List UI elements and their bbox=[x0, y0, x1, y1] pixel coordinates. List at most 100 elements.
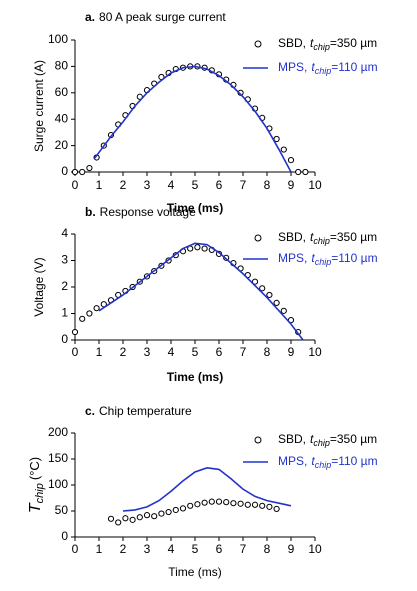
chart-title: c. Chip temperature bbox=[85, 404, 192, 418]
data-point bbox=[194, 501, 201, 508]
y-axis-label: Surge current (A) bbox=[32, 60, 46, 152]
y-label-symbol: T bbox=[27, 502, 44, 513]
panel-label: c. bbox=[85, 404, 95, 418]
x-tick-label: 7 bbox=[240, 178, 247, 192]
data-point bbox=[136, 514, 143, 521]
legend-symbol: t bbox=[311, 454, 315, 468]
data-point bbox=[86, 164, 93, 172]
data-point bbox=[129, 516, 136, 523]
data-point bbox=[187, 502, 194, 509]
y-label-sub: chip bbox=[34, 483, 46, 503]
x-tick-label: 8 bbox=[264, 345, 271, 359]
chart-title: b. Response voltage bbox=[85, 205, 196, 219]
data-point bbox=[93, 305, 100, 312]
legend-marker bbox=[254, 40, 262, 48]
x-tick-label: 3 bbox=[144, 345, 151, 359]
data-point bbox=[273, 299, 280, 306]
panel-label: a. bbox=[85, 10, 95, 24]
legend-label: SBD, tchip=350 µm bbox=[278, 230, 377, 246]
data-point bbox=[194, 244, 201, 251]
data-point bbox=[201, 245, 208, 252]
y-tick-label: 60 bbox=[55, 85, 69, 99]
x-axis-label: Time (ms) bbox=[167, 370, 223, 384]
legend-name: MPS, bbox=[278, 454, 307, 468]
legend-value: =110 µm bbox=[331, 251, 377, 265]
panel-label: b. bbox=[85, 205, 96, 219]
legend-sub: chip bbox=[313, 42, 330, 52]
data-point bbox=[259, 285, 266, 292]
legend-label: MPS, tchip=110 µm bbox=[278, 454, 378, 470]
legend-name: MPS, bbox=[278, 60, 307, 74]
x-tick-label: 6 bbox=[216, 345, 223, 359]
legend-value: =110 µm bbox=[331, 454, 377, 468]
data-point bbox=[251, 278, 259, 285]
title-text: 80 A peak surge current bbox=[99, 10, 226, 24]
legend-label: SBD, tchip=350 µm bbox=[278, 432, 377, 448]
data-point bbox=[287, 157, 295, 164]
y-tick-label: 80 bbox=[55, 59, 69, 73]
x-tick-label: 8 bbox=[264, 542, 271, 556]
x-tick-label: 0 bbox=[72, 345, 79, 359]
x-tick-label: 1 bbox=[96, 542, 103, 556]
x-tick-label: 8 bbox=[264, 178, 271, 192]
x-tick-label: 10 bbox=[308, 178, 322, 192]
data-point bbox=[143, 512, 151, 519]
data-point bbox=[302, 168, 309, 176]
x-axis-label: Time (ms) bbox=[167, 201, 223, 215]
y-tick-label: 20 bbox=[55, 138, 69, 152]
data-point bbox=[71, 168, 79, 176]
data-point bbox=[172, 506, 179, 514]
y-tick-label: 40 bbox=[55, 111, 69, 125]
y-tick-label: 2 bbox=[61, 279, 68, 293]
legend-sub: chip bbox=[315, 257, 332, 267]
data-point bbox=[295, 168, 302, 176]
legend-sub: chip bbox=[313, 438, 330, 448]
y-tick-label: 200 bbox=[48, 425, 68, 439]
legend-label: MPS, tchip=110 µm bbox=[278, 251, 378, 267]
data-point bbox=[280, 307, 287, 314]
legend-label: MPS, tchip=110 µm bbox=[278, 60, 378, 76]
series-line bbox=[93, 65, 292, 173]
data-point bbox=[201, 499, 208, 506]
legend-symbol: t bbox=[311, 251, 315, 265]
legend-value: =350 µm bbox=[330, 432, 377, 446]
y-label-text: Surge current (A) bbox=[32, 60, 46, 152]
legend-name: SBD, bbox=[278, 230, 306, 244]
x-tick-label: 10 bbox=[308, 542, 322, 556]
data-point bbox=[273, 135, 280, 143]
data-point bbox=[266, 291, 273, 299]
legend-symbol: t bbox=[310, 36, 314, 50]
x-tick-label: 2 bbox=[120, 345, 127, 359]
x-tick-label: 9 bbox=[288, 345, 295, 359]
legend-value: =350 µm bbox=[330, 230, 377, 244]
x-tick-label: 6 bbox=[216, 178, 223, 192]
legend-name: MPS, bbox=[278, 251, 307, 265]
data-point bbox=[86, 310, 93, 317]
legend-name: SBD, bbox=[278, 36, 306, 50]
data-point bbox=[208, 498, 215, 505]
legend-sub: chip bbox=[315, 66, 332, 76]
y-axis-label: Tchip (°C) bbox=[27, 457, 46, 513]
data-point bbox=[244, 501, 251, 508]
legend-sub: chip bbox=[315, 460, 332, 470]
y-label-unit: (°C) bbox=[27, 457, 42, 480]
legend-marker bbox=[254, 234, 262, 242]
x-tick-label: 5 bbox=[192, 178, 199, 192]
legend-label: SBD, tchip=350 µm bbox=[278, 36, 377, 52]
x-tick-label: 1 bbox=[96, 345, 103, 359]
y-tick-label: 50 bbox=[55, 503, 69, 517]
legend-sub: chip bbox=[313, 236, 330, 246]
y-tick-label: 0 bbox=[61, 164, 68, 178]
x-tick-label: 3 bbox=[144, 542, 151, 556]
legend-name: SBD, bbox=[278, 432, 306, 446]
legend-value: =350 µm bbox=[330, 36, 377, 50]
data-point bbox=[230, 500, 237, 507]
y-tick-label: 3 bbox=[61, 253, 68, 267]
y-label-text: Voltage (V) bbox=[32, 257, 46, 316]
data-point bbox=[71, 328, 79, 336]
data-point bbox=[280, 146, 287, 153]
x-tick-label: 5 bbox=[192, 345, 199, 359]
data-point bbox=[79, 315, 86, 322]
x-tick-label: 3 bbox=[144, 178, 151, 192]
